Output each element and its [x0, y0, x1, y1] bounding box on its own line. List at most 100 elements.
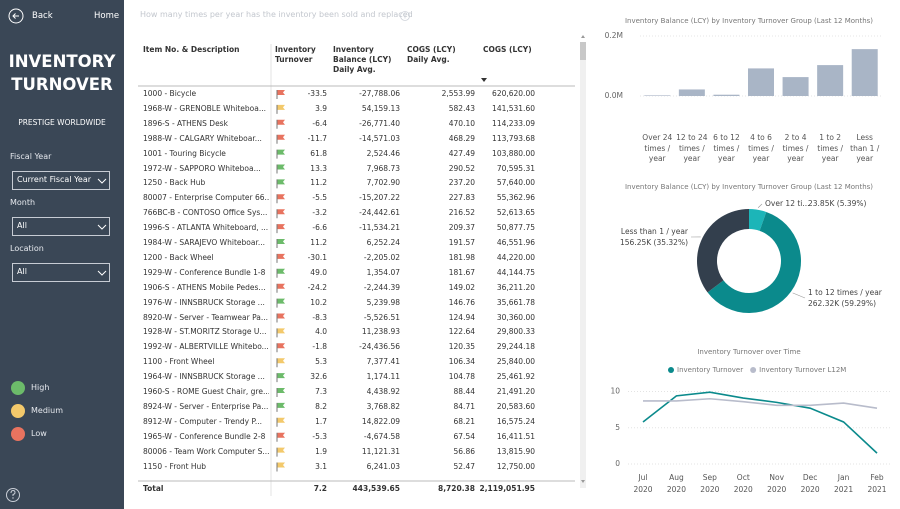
value-cell: 120.35 [448, 342, 475, 352]
value-cell: 16,411.51 [496, 431, 535, 441]
leader-line [757, 203, 763, 208]
value-cell: 470.10 [448, 118, 475, 128]
help-icon[interactable] [6, 488, 20, 502]
column-header: COGS (LCY) [483, 45, 532, 54]
value-cell: 50,877.75 [496, 223, 535, 233]
value-cell: 11,121.31 [361, 446, 400, 456]
item-cell: 80006 - Team Work Computer S... [143, 446, 269, 456]
x-tick-label: Sep 2020 [700, 473, 720, 494]
value-cell: -3.2 [312, 208, 327, 218]
item-cell: 1996-S - ATLANTA Whiteboard, ... [143, 223, 269, 233]
status-flag-cloth [277, 268, 285, 274]
status-flag-cloth [277, 313, 285, 319]
item-cell: 1150 - Front Hub [143, 461, 207, 471]
value-cell: -1.8 [312, 342, 327, 352]
value-cell: -6.6 [312, 223, 327, 233]
value-cell: 7.3 [315, 387, 327, 396]
bar [678, 89, 705, 96]
filter-dropdown[interactable]: All [12, 263, 110, 282]
item-cell: 1988-W - CALGARY Whiteboar... [143, 133, 262, 143]
value-cell: 290.52 [448, 163, 475, 173]
legend-dot [11, 404, 25, 418]
item-cell: 1000 - Bicycle [143, 89, 197, 98]
sort-arrow[interactable] [481, 78, 487, 82]
item-cell: 8912-W - Computer - Trendy P... [143, 416, 262, 426]
value-cell: 468.29 [448, 133, 475, 143]
value-cell: 55,362.96 [496, 193, 535, 203]
filter-dropdown[interactable]: Current Fiscal Year [12, 171, 110, 190]
x-tick-label: 2 to 4 times / year [782, 133, 809, 163]
donut-slice [749, 209, 767, 231]
item-cell: 1896-S - ATHENS Desk [143, 118, 228, 128]
status-flag-cloth [277, 164, 285, 170]
value-cell: -2,244.39 [363, 282, 400, 292]
value-cell: 106.34 [448, 357, 475, 367]
filter-label: Month [10, 198, 36, 207]
slice-value-label: 23.85K (5.39%) [808, 199, 867, 208]
back-icon[interactable] [8, 8, 24, 24]
value-cell: 44,220.00 [496, 252, 535, 262]
value-cell: 44,144.75 [496, 267, 535, 277]
value-cell: -11,534.21 [359, 223, 400, 233]
item-cell: 8924-W - Server - Enterprise Pa... [143, 401, 269, 411]
value-cell: 29,800.33 [496, 327, 535, 337]
item-cell: 1964-W - INNSBRUCK Storage ... [143, 372, 265, 382]
value-cell: 3.9 [315, 103, 327, 113]
filter-label: Location [10, 244, 44, 253]
x-tick-label: Less than 1 / year [850, 133, 880, 163]
value-cell: 114,233.09 [492, 118, 535, 128]
value-cell: 2,553.99 [441, 89, 475, 98]
back-link[interactable]: Back [32, 11, 53, 21]
bar [782, 77, 809, 96]
legend-dot [750, 367, 757, 373]
value-cell: 181.98 [448, 252, 475, 262]
total-cell: 7.2 [313, 484, 327, 493]
value-cell: 209.37 [448, 223, 475, 233]
item-cell: 8920-W - Server - Teamwear Pa... [143, 312, 269, 322]
series-line [643, 397, 878, 409]
scroll-thumb[interactable] [580, 42, 586, 60]
value-cell: 5,239.98 [366, 297, 400, 307]
item-cell: 1968-W - GRENOBLE Whiteboa... [143, 103, 267, 113]
value-cell: 10.2 [310, 297, 327, 307]
y-tick-label: 0.2M [605, 31, 623, 40]
value-cell: 57,640.00 [496, 178, 535, 188]
value-cell: 84.71 [453, 401, 475, 411]
item-cell: 1928-W - ST.MORITZ Storage U... [143, 327, 267, 337]
value-cell: 14,822.09 [361, 416, 400, 426]
value-cell: 149.02 [448, 282, 475, 292]
value-cell: 141,531.60 [492, 103, 535, 113]
value-cell: 16,575.24 [496, 416, 535, 426]
dropdown-chevron [97, 224, 107, 230]
bar [817, 65, 844, 96]
value-cell: 67.54 [453, 431, 475, 441]
status-flag-cloth [277, 417, 285, 423]
item-cell: 1992-W - ALBERTVILLE Whitebo... [143, 342, 269, 352]
slice-label: Less than 1 / year [621, 227, 689, 236]
scrollbar[interactable] [580, 42, 586, 488]
slice-value-label: 156.25K (35.32%) [620, 238, 688, 247]
chart-title: Inventory Balance (LCY) by Inventory Tur… [625, 183, 873, 191]
value-cell: 3,768.82 [366, 401, 400, 411]
company-name: PRESTIGE WORLDWIDE [18, 118, 106, 127]
status-flag-cloth [277, 209, 285, 215]
legend-label: Low [31, 429, 47, 438]
value-cell: 25,461.92 [496, 372, 535, 382]
hint: How many times per year has the inventor… [140, 10, 413, 19]
legend-dot [668, 367, 674, 373]
y-tick-label: 0.0M [605, 91, 623, 100]
column-header: Item No. & Description [143, 45, 240, 54]
value-cell: -14,571.03 [359, 133, 400, 143]
item-cell: 1100 - Front Wheel [143, 357, 215, 367]
filter-dropdown[interactable]: All [12, 217, 110, 236]
home-link[interactable]: Home [94, 11, 120, 21]
item-cell: 1001 - Touring Bicycle [143, 148, 226, 158]
dropdown-chevron [97, 178, 107, 184]
value-cell: 113,793.68 [492, 133, 535, 143]
chart-title: Inventory Turnover over Time [697, 348, 800, 356]
chart-title: Inventory Balance (LCY) by Inventory Tur… [625, 17, 873, 25]
slice-label: Over 12 ti... [765, 199, 810, 208]
status-flag-cloth [277, 462, 285, 468]
value-cell: 181.67 [448, 267, 475, 277]
status-flag-cloth [277, 134, 285, 140]
